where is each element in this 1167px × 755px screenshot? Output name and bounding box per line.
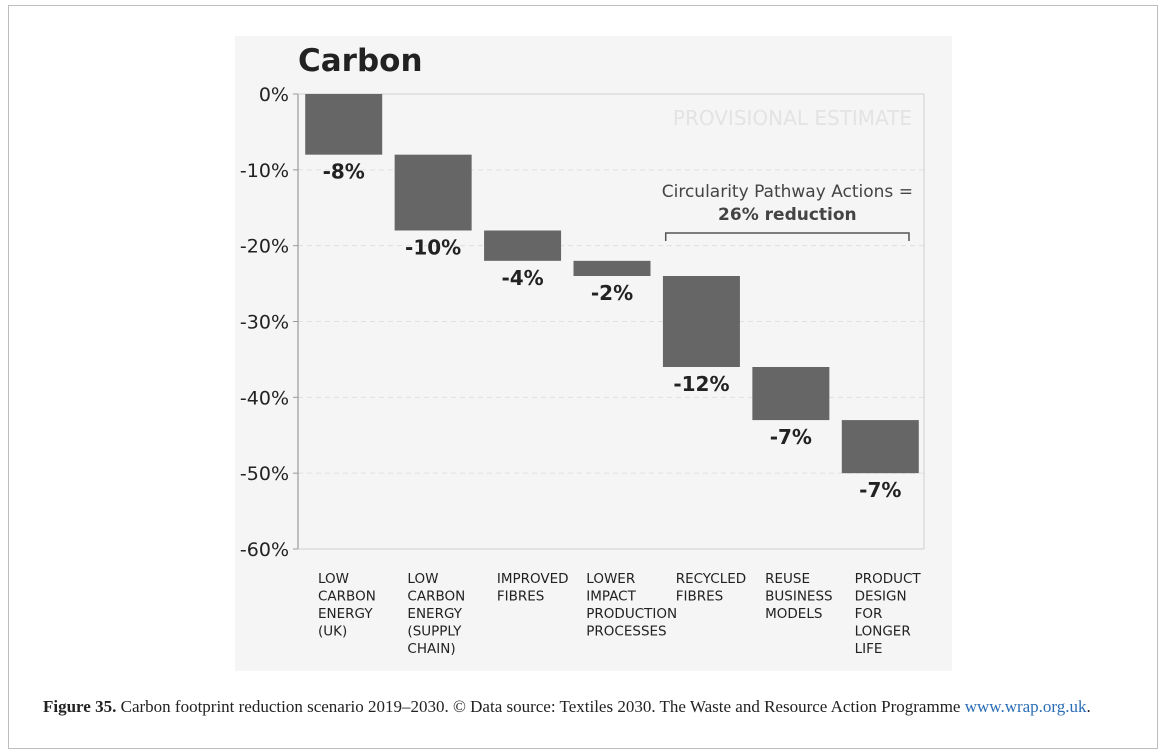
chart-title: Carbon bbox=[298, 43, 423, 79]
y-tick-label: -60% bbox=[240, 539, 289, 561]
category-label: LIFE bbox=[855, 641, 883, 657]
data-label: -7% bbox=[859, 478, 901, 502]
waterfall-bar bbox=[484, 230, 562, 261]
category-label: IMPACT bbox=[586, 589, 636, 605]
y-tick-label: -30% bbox=[240, 312, 289, 334]
category-label: ENERGY bbox=[318, 606, 373, 622]
category-label: MODELS bbox=[765, 606, 822, 622]
data-label: -12% bbox=[673, 372, 729, 396]
data-label: -8% bbox=[323, 160, 365, 184]
category-label: CHAIN) bbox=[407, 641, 455, 657]
category-label: PROCESSES bbox=[586, 624, 666, 640]
waterfall-bar bbox=[662, 276, 740, 367]
category-label: (UK) bbox=[318, 624, 347, 640]
category-label: BUSINESS bbox=[765, 589, 832, 605]
category-label: RECYCLED bbox=[676, 571, 746, 587]
category-label: FIBRES bbox=[676, 589, 724, 605]
category-label: LOWER bbox=[586, 571, 635, 587]
category-label: PRODUCT bbox=[855, 571, 922, 587]
y-tick-label: -40% bbox=[240, 387, 289, 409]
y-tick-label: -10% bbox=[240, 160, 289, 182]
category-label: IMPROVED bbox=[497, 571, 569, 587]
category-label: PRODUCTION bbox=[586, 606, 677, 622]
data-label: -4% bbox=[501, 266, 543, 290]
category-label: DESIGN bbox=[855, 589, 907, 605]
figure-caption: Figure 35. Carbon footprint reduction sc… bbox=[43, 696, 1133, 717]
data-label: -10% bbox=[405, 236, 461, 260]
category-label: FIBRES bbox=[497, 589, 545, 605]
caption-text: Carbon footprint reduction scenario 2019… bbox=[116, 697, 965, 716]
y-tick-label: -20% bbox=[240, 236, 289, 258]
annotation-line1: Circularity Pathway Actions = bbox=[662, 182, 913, 202]
category-label: (SUPPLY bbox=[407, 624, 462, 640]
category-label: FOR bbox=[855, 606, 883, 622]
caption-label: Figure 35. bbox=[43, 697, 117, 716]
waterfall-bar bbox=[394, 154, 472, 231]
data-label: -7% bbox=[770, 425, 812, 449]
category-label: REUSE bbox=[765, 571, 810, 587]
category-label: ENERGY bbox=[407, 606, 462, 622]
waterfall-bar bbox=[573, 260, 651, 276]
annotation-bracket bbox=[664, 232, 910, 241]
caption-link[interactable]: www.wrap.org.uk bbox=[964, 697, 1087, 716]
y-tick-label: 0% bbox=[259, 84, 289, 106]
category-label: LOW bbox=[407, 571, 438, 587]
data-label: -2% bbox=[591, 281, 633, 305]
figure-frame: Carbon 0% -10% -20% -30% -40% -50% -60% PROVISIO… bbox=[8, 5, 1158, 749]
category-label: CARBON bbox=[407, 589, 465, 605]
annotation-line2: 26% reduction bbox=[718, 205, 857, 225]
category-label: LOW bbox=[318, 571, 349, 587]
waterfall-bar bbox=[305, 94, 383, 155]
category-label: LONGER bbox=[855, 624, 911, 640]
watermark-text: PROVISIONAL ESTIMATE bbox=[673, 106, 912, 130]
category-label: CARBON bbox=[318, 589, 376, 605]
waterfall-bar bbox=[752, 367, 830, 421]
caption-suffix: . bbox=[1086, 697, 1091, 716]
waterfall-chart: Carbon 0% -10% -20% -30% -40% -50% -60% PROVISIO… bbox=[240, 43, 925, 657]
y-tick-label: -50% bbox=[240, 463, 289, 485]
waterfall-bar bbox=[841, 420, 919, 474]
